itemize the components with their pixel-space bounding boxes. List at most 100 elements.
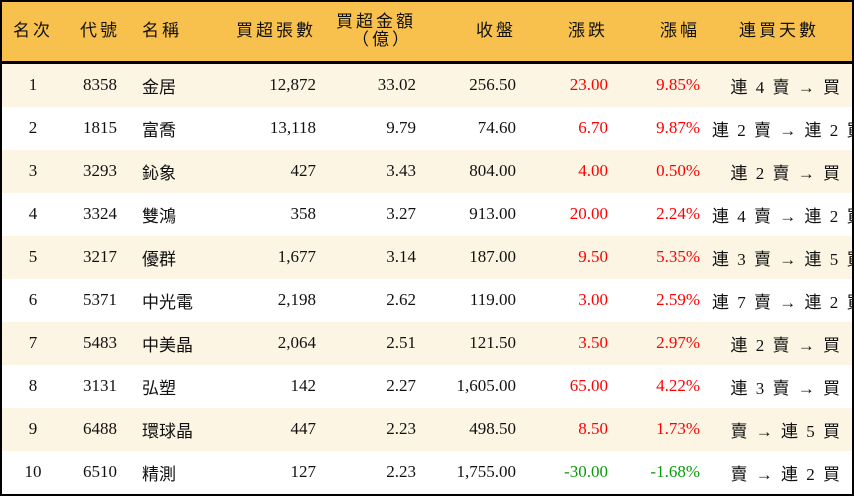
cell-streak: 連 3 賣 → 連 5 買 [712, 249, 854, 269]
cell-name: 中光電 [142, 292, 193, 312]
cell-pct: 5.35% [656, 247, 700, 266]
cell-change: 6.70 [578, 118, 608, 137]
cell-amount: 2.23 [386, 462, 416, 481]
cell-shares: 2,198 [277, 290, 316, 309]
cell-code: 1815 [83, 118, 117, 137]
cell-amount: 2.51 [386, 333, 416, 352]
cell-pct: 2.59% [656, 290, 700, 309]
cell-change: 4.00 [578, 161, 608, 180]
cell-rank: 5 [28, 247, 38, 266]
cell-amount: 33.02 [377, 75, 416, 94]
table-row: 5 3217 優群 1,677 3.14 187.00 9.50 5.35% 連 3 賣 → 連… [2, 235, 854, 279]
cell-streak: 賣 → 連 2 買 [730, 464, 842, 484]
cell-pct: 4.22% [656, 376, 700, 395]
cell-change: 3.00 [578, 290, 608, 309]
cell-close: 74.60 [477, 118, 516, 137]
cell-amount: 3.27 [386, 204, 416, 223]
cell-pct: 2.24% [656, 204, 700, 223]
cell-code: 6510 [83, 462, 117, 481]
cell-code: 6488 [83, 419, 117, 438]
cell-code: 3131 [83, 376, 117, 395]
cell-rank: 1 [28, 75, 38, 94]
cell-streak: 連 3 賣 → 買 [730, 378, 842, 398]
cell-amount: 2.23 [386, 419, 416, 438]
table-row: 1 8358 金居 12,872 33.02 256.50 23.00 9.85% 連 4 賣 … [2, 62, 852, 107]
cell-rank: 3 [28, 161, 38, 180]
cell-shares: 12,872 [269, 75, 316, 94]
cell-code: 3324 [83, 204, 117, 223]
table-row: 10 6510 精測 127 2.23 1,755.00 -30.00 -1.68% 賣 → 連… [2, 450, 852, 494]
cell-rank: 2 [28, 118, 38, 137]
cell-shares: 427 [290, 161, 317, 180]
header-code: 代號 [80, 21, 120, 41]
cell-pct: 2.97% [656, 333, 700, 352]
cell-shares: 127 [290, 462, 317, 481]
cell-close: 256.50 [469, 75, 516, 94]
cell-amount: 2.27 [386, 376, 416, 395]
header-pct: 漲幅 [660, 21, 700, 41]
cell-shares: 1,677 [277, 247, 316, 266]
header-streak: 連買天數 [739, 21, 819, 41]
cell-change: 8.50 [578, 419, 608, 438]
table-row: 2 1815 富喬 13,118 9.79 74.60 6.70 9.87% 連 2 賣 → 連… [2, 106, 854, 150]
cell-streak: 連 2 賣 → 連 2 買 [712, 120, 854, 140]
cell-streak: 連 7 賣 → 連 2 買 [712, 292, 854, 312]
cell-change: 65.00 [569, 376, 608, 395]
cell-close: 187.00 [469, 247, 516, 266]
cell-close: 498.50 [469, 419, 516, 438]
cell-rank: 9 [28, 419, 38, 438]
header-amount-label: 買超金額 [336, 12, 416, 32]
cell-name: 環球晶 [142, 421, 193, 441]
cell-close: 119.00 [469, 290, 516, 309]
cell-name: 富喬 [142, 120, 176, 140]
cell-code: 5371 [83, 290, 117, 309]
header-rank: 名次 [13, 21, 53, 41]
cell-rank: 10 [24, 462, 42, 481]
cell-pct: -1.68% [650, 462, 700, 481]
table-row: 8 3131 弘塑 142 2.27 1,605.00 65.00 4.22% 連 3 賣 → … [2, 364, 852, 408]
cell-streak: 連 2 賣 → 買 [730, 163, 842, 183]
cell-shares: 447 [290, 419, 317, 438]
cell-rank: 6 [28, 290, 38, 309]
cell-streak: 連 4 賣 → 連 2 買 [712, 206, 854, 226]
cell-name: 金居 [142, 77, 176, 97]
cell-shares: 142 [290, 376, 317, 395]
table-row: 3 3293 鈊象 427 3.43 804.00 4.00 0.50% 連 2 賣 → 買 [2, 149, 852, 193]
cell-pct: 9.87% [656, 118, 700, 137]
cell-amount: 3.43 [386, 161, 416, 180]
cell-name: 優群 [142, 249, 176, 269]
cell-change: -30.00 [564, 462, 608, 481]
cell-amount: 2.62 [386, 290, 416, 309]
header-name: 名稱 [142, 21, 182, 41]
cell-code: 8358 [83, 75, 117, 94]
cell-rank: 4 [28, 204, 38, 223]
cell-close: 121.50 [469, 333, 516, 352]
header-change: 漲跌 [568, 21, 608, 41]
cell-amount: 3.14 [386, 247, 416, 266]
cell-pct: 9.85% [656, 75, 700, 94]
cell-code: 3217 [83, 247, 117, 266]
cell-pct: 1.73% [656, 419, 700, 438]
cell-streak: 連 2 賣 → 買 [730, 335, 842, 355]
cell-shares: 2,064 [277, 333, 316, 352]
cell-shares: 358 [290, 204, 317, 223]
header-amount-unit: （億） [352, 30, 412, 50]
cell-streak: 賣 → 連 5 買 [730, 421, 842, 441]
cell-shares: 13,118 [269, 118, 316, 137]
header-amount: 買超金額 （億） [322, 2, 422, 62]
table-row: 6 5371 中光電 2,198 2.62 119.00 3.00 2.59% 連 7 賣 → … [2, 278, 854, 322]
cell-close: 804.00 [469, 161, 516, 180]
cell-change: 20.00 [569, 204, 608, 223]
cell-code: 5483 [83, 333, 117, 352]
header-close: 收盤 [476, 21, 516, 41]
cell-name: 雙鴻 [142, 206, 176, 226]
table-row: 9 6488 環球晶 447 2.23 498.50 8.50 1.73% 賣 → 連 5 買 [2, 407, 852, 451]
cell-name: 中美晶 [142, 335, 193, 355]
cell-rank: 7 [28, 333, 38, 352]
table-header-row: 名次 代號 名稱 買超張數 買超金額 （億） 收盤 漲跌 漲幅 連買天數 [2, 2, 852, 62]
cell-name: 鈊象 [142, 163, 176, 183]
table-row: 7 5483 中美晶 2,064 2.51 121.50 3.50 2.97% 連 2 賣 → … [2, 321, 852, 365]
cell-change: 9.50 [578, 247, 608, 266]
